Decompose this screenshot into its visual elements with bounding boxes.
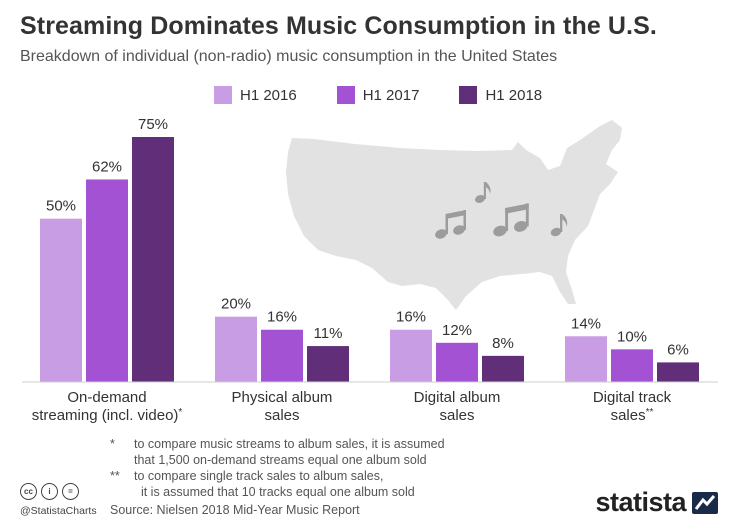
statista-logo: statista xyxy=(595,487,718,518)
by-icon: i xyxy=(41,483,58,500)
legend-item-h1-2018: H1 2018 xyxy=(459,86,542,104)
bar-chart: 50% 62% 75% 20% 16% 11% 16% 12% 8% 14% 10% 6% On-de… xyxy=(22,116,718,424)
legend-item-h1-2016: H1 2016 xyxy=(214,86,297,104)
bar-1-1 xyxy=(261,329,303,382)
legend-label-h1-2016: H1 2016 xyxy=(240,86,297,104)
footer-left: cc i = @StatistaCharts xyxy=(20,483,97,517)
bar-2-2 xyxy=(482,355,524,382)
category-label-3-line-1: sales** xyxy=(611,407,654,424)
bar-2-1 xyxy=(436,342,478,382)
value-labels: 50% 62% 75% 20% 16% 11% 16% 12% 8% 14% 10% 6% xyxy=(46,116,689,358)
footnote-2-line-1: to compare single track sales to album s… xyxy=(134,469,384,483)
value-label-1-1: 16% xyxy=(267,309,297,326)
value-label-3-1: 10% xyxy=(617,328,647,345)
footnote-2-mark: ** xyxy=(110,469,120,483)
footnote-1-line-2: that 1,500 on-demand streams equal one a… xyxy=(134,453,427,467)
twitter-handle: @StatistaCharts xyxy=(20,505,97,517)
nd-icon: = xyxy=(62,483,79,500)
footnote-1-line-1: to compare music streams to album sales,… xyxy=(134,437,445,451)
value-label-2-1: 12% xyxy=(442,322,472,339)
license-icons: cc i = xyxy=(20,483,97,500)
chart-subtitle: Breakdown of individual (non-radio) musi… xyxy=(20,48,558,65)
bar-3-2 xyxy=(657,362,699,382)
bar-1-2 xyxy=(307,346,349,382)
category-label-0-line-1: streaming (incl. video)* xyxy=(32,407,183,424)
value-label-1-0: 20% xyxy=(221,296,251,313)
bar-2-0 xyxy=(390,329,432,382)
bar-0-2 xyxy=(132,137,174,382)
legend-swatch-h1-2017 xyxy=(336,86,355,104)
value-label-0-2: 75% xyxy=(138,116,168,133)
footnote-1: * to compare music streams to album sale… xyxy=(110,436,445,468)
cc-icon: cc xyxy=(20,483,37,500)
legend-label-h1-2017: H1 2017 xyxy=(362,86,420,104)
bars xyxy=(40,137,699,382)
value-label-3-2: 6% xyxy=(667,341,689,358)
us-map-illustration xyxy=(286,120,622,310)
chart-title: Streaming Dominates Music Consumption in… xyxy=(20,12,657,40)
legend-swatch-h1-2018 xyxy=(459,86,478,104)
value-label-2-0: 16% xyxy=(396,309,426,326)
bar-1-0 xyxy=(215,316,257,382)
legend-label-h1-2018: H1 2018 xyxy=(485,86,543,104)
bar-0-0 xyxy=(40,218,82,382)
legend: H1 2016 H1 2017 H1 2018 xyxy=(214,86,542,104)
bar-3-1 xyxy=(611,349,653,382)
category-label-1-line-0: Physical album xyxy=(232,389,333,406)
category-label-1-line-1: sales xyxy=(264,407,299,424)
bar-0-1 xyxy=(86,179,128,382)
footnote-2: ** to compare single track sales to albu… xyxy=(110,468,445,500)
category-label-3-line-0: Digital track xyxy=(593,389,672,406)
statista-mark-icon xyxy=(692,491,718,514)
value-label-0-0: 50% xyxy=(46,198,76,215)
footnotes: * to compare music streams to album sale… xyxy=(110,436,445,500)
value-label-2-2: 8% xyxy=(492,335,514,352)
category-label-0-line-0: On-demand xyxy=(67,389,146,406)
value-label-0-1: 62% xyxy=(92,158,122,175)
category-label-2-line-0: Digital album xyxy=(414,389,501,406)
footnote-2-line-2: it is assumed that 10 tracks equal one a… xyxy=(140,485,415,499)
legend-item-h1-2017: H1 2017 xyxy=(336,86,420,104)
value-label-1-2: 11% xyxy=(314,325,343,342)
category-label-2-line-1: sales xyxy=(439,407,474,424)
footnote-1-mark: * xyxy=(110,437,115,451)
statista-wordmark: statista xyxy=(595,487,686,517)
bar-3-0 xyxy=(565,336,607,382)
source-note: Source: Nielsen 2018 Mid-Year Music Repo… xyxy=(110,503,360,517)
music-notes-icon xyxy=(435,182,568,239)
value-label-3-0: 14% xyxy=(571,315,601,332)
legend-swatch-h1-2016 xyxy=(214,86,232,104)
